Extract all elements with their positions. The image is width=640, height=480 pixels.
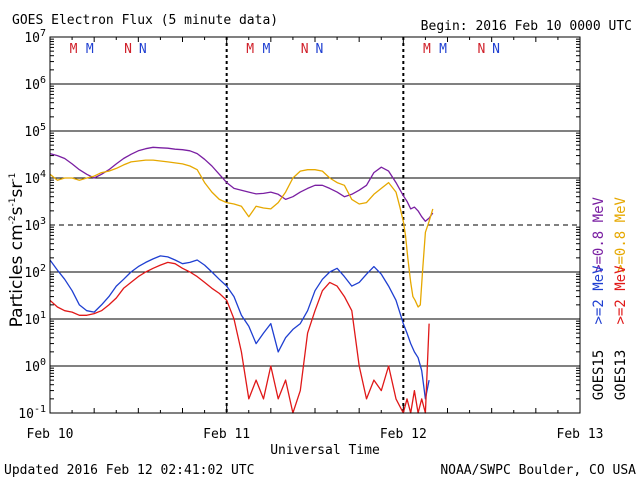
x-tick-label: Feb 11 (203, 427, 250, 442)
noon-marker: N (477, 42, 485, 57)
x-tick-label: Feb 12 (380, 427, 427, 442)
satellite-label-goes15: GOES15 (591, 350, 607, 401)
goes13-08mev-line (49, 159, 434, 308)
x-tick-label: Feb 10 (27, 427, 74, 442)
y-tick-label: 101 (24, 310, 46, 328)
y-tick-label: 106 (24, 75, 46, 93)
credit-text: NOAA/SWPC Boulder, CO USA (440, 463, 636, 478)
y-axis-label: Particles cm-2s-1sr-1 (7, 173, 27, 328)
goes13-2mev-line (49, 261, 430, 414)
midnight-marker: M (246, 42, 254, 57)
noon-marker: N (492, 42, 500, 57)
legend-goes13-08: >=0.8 MeV (613, 197, 629, 273)
y-tick-labels: 10-1 100 101 102 103 104 105 106 107 (18, 28, 46, 422)
y-tick-label: 10-1 (18, 404, 46, 422)
midnight-marker: M (86, 42, 94, 57)
midnight-marker: M (263, 42, 271, 57)
y-tick-label: 107 (24, 28, 46, 46)
plot-frame (49, 36, 581, 414)
x-tick-label: Feb 13 (557, 427, 604, 442)
y-tick-label: 104 (24, 169, 46, 187)
grid-lines (50, 38, 580, 400)
legend-goes15-08: >=0.8 MeV (591, 197, 607, 273)
midnight-marker: M (439, 42, 447, 57)
midnight-marker: M (70, 42, 78, 57)
chart-title: GOES Electron Flux (5 minute data) (12, 13, 278, 28)
goes15-2mev-line (49, 255, 430, 400)
noon-marker: N (124, 42, 132, 57)
legend-goes13-2: >=2 MeV (613, 265, 629, 325)
legend-goes15-2: >=2 MeV (591, 265, 607, 325)
noon-marker: N (139, 42, 147, 57)
updated-timestamp: Updated 2016 Feb 12 02:41:02 UTC (4, 463, 254, 478)
y-tick-label: 105 (24, 122, 46, 140)
satellite-label-goes13: GOES13 (613, 350, 629, 401)
goes15-08mev-line (49, 146, 434, 222)
x-tick-labels: Feb 10 Feb 11 Feb 12 Feb 13 (27, 427, 604, 442)
y-tick-label: 103 (24, 216, 46, 234)
series-lines (49, 146, 434, 414)
noon-marker: N (301, 42, 309, 57)
midnight-marker: M (423, 42, 431, 57)
y-tick-label: 100 (24, 357, 46, 375)
noon-marker: N (316, 42, 324, 57)
begin-date: Begin: 2016 Feb 10 0000 UTC (421, 19, 632, 34)
x-axis-label: Universal Time (270, 443, 380, 458)
y-tick-label: 102 (24, 263, 46, 281)
